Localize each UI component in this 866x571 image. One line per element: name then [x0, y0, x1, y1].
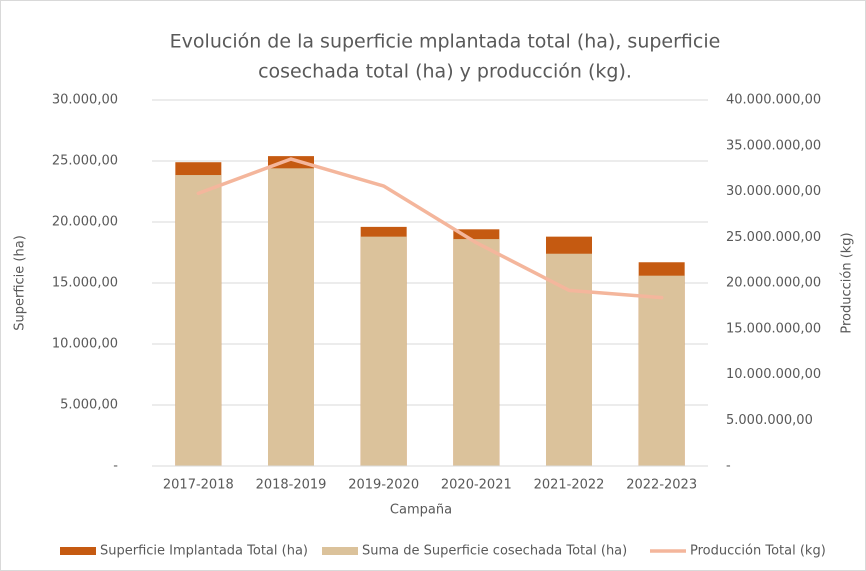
chart-title: cosechada total (ha) y producción (kg). [258, 61, 632, 83]
x-tick-label: 2020-2021 [441, 478, 512, 493]
bar [638, 275, 685, 466]
x-tick-label: 2022-2023 [626, 478, 697, 493]
x-axis-title: Campaña [390, 503, 452, 518]
legend-swatch [60, 547, 96, 555]
x-tick-label: 2019-2020 [348, 478, 419, 493]
chart-title: Evolución de la superficie mplantada tot… [170, 31, 721, 53]
y2-tick-label: - [726, 459, 731, 474]
y-tick-label: 10.000,00 [52, 337, 118, 352]
y2-tick-label: 35.000.000,00 [726, 138, 821, 153]
y-tick-label: - [113, 459, 118, 474]
legend-label: Superficie Implantada Total (ha) [100, 544, 308, 559]
bar [360, 236, 407, 466]
y2-tick-label: 15.000.000,00 [726, 321, 821, 336]
y-axis-title: Superficie (ha) [13, 235, 28, 331]
y-tick-label: 30.000,00 [52, 93, 118, 108]
line [196, 157, 664, 300]
y-tick-label: 15.000,00 [52, 276, 118, 291]
legend-label: Producción Total (kg) [690, 544, 826, 559]
y2-tick-label: 10.000.000,00 [726, 367, 821, 382]
x-tick-label: 2017-2018 [163, 478, 234, 493]
y2-tick-label: 20.000.000,00 [726, 276, 821, 291]
x-tick-label: 2018-2019 [256, 478, 327, 493]
x-tick-label: 2021-2022 [534, 478, 605, 493]
legend-swatch [322, 547, 358, 555]
y-tick-label: 20.000,00 [52, 215, 118, 230]
bar [546, 253, 592, 466]
bar [175, 175, 222, 466]
y2-tick-label: 5.000.000,00 [726, 413, 813, 428]
y2-tick-label: 25.000.000,00 [726, 230, 821, 245]
y2-axis-title: Producción (kg) [840, 232, 855, 333]
y2-tick-label: 40.000.000,00 [726, 93, 821, 108]
y2-tick-label: 30.000.000,00 [726, 184, 821, 199]
bar [453, 239, 500, 466]
legend-label: Suma de Superficie cosechada Total (ha) [362, 544, 627, 559]
y-tick-label: 5.000,00 [60, 398, 118, 413]
bar [268, 168, 314, 466]
y-tick-label: 25.000,00 [52, 154, 118, 169]
